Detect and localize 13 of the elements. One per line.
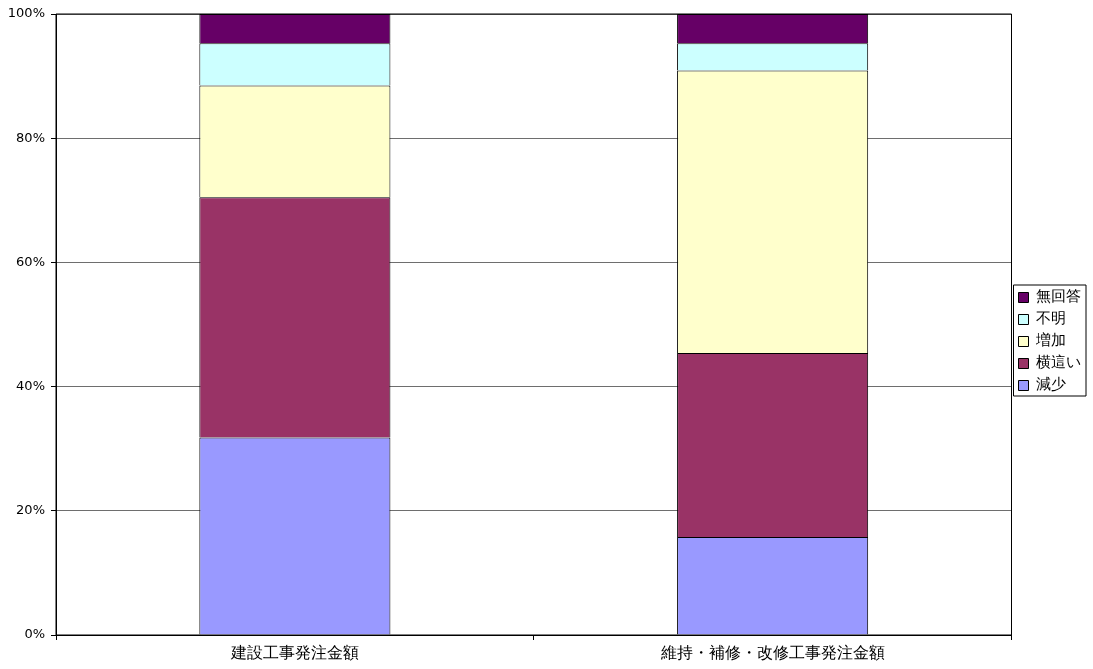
- y-tick-label: 80%: [16, 129, 45, 145]
- y-tick-label: 0%: [24, 626, 45, 642]
- legend-label: 不明: [1036, 309, 1066, 328]
- y-tick-label: 60%: [16, 253, 45, 269]
- legend-label: 減少: [1036, 375, 1066, 394]
- legend-label: 無回答: [1036, 287, 1081, 306]
- x-tick-label: 維持・補修・改修工事発注金額: [659, 642, 885, 662]
- y-tick-label: 100%: [7, 5, 45, 21]
- legend-label: 横這い: [1036, 353, 1081, 372]
- legend-label: 増加: [1035, 331, 1066, 350]
- x-tick-label: 建設工事発注金額: [229, 642, 359, 662]
- y-tick-label: 20%: [16, 502, 45, 518]
- y-tick-label: 40%: [16, 377, 45, 393]
